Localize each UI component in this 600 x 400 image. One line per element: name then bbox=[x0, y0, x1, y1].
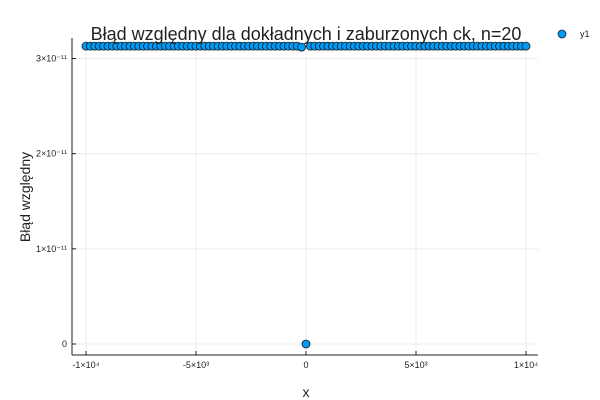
x-tick-label: 0 bbox=[303, 360, 308, 370]
tick-layer: -1×10⁴ -5×10³ 0 5×10³ 1×10⁴ 0 1×10⁻¹¹ 2×10⁻¹¹ 3×… bbox=[36, 54, 538, 370]
legend-label: y1 bbox=[580, 29, 590, 39]
chart-title: Błąd względny dla dokładnych i zaburzony… bbox=[91, 24, 522, 44]
x-tick-label: 1×10⁴ bbox=[514, 360, 538, 370]
y-tick-label: 0 bbox=[62, 339, 67, 349]
data-point bbox=[297, 42, 307, 52]
data-point bbox=[301, 339, 311, 349]
grid-layer bbox=[72, 38, 538, 355]
y-tick-label: 3×10⁻¹¹ bbox=[36, 54, 67, 64]
x-tick-label: -5×10³ bbox=[183, 360, 209, 370]
x-tick-label: 5×10³ bbox=[404, 360, 427, 370]
data-point bbox=[521, 41, 531, 51]
legend-marker bbox=[557, 29, 567, 39]
legend: y1 bbox=[557, 29, 590, 39]
y-tick-label: 2×10⁻¹¹ bbox=[36, 149, 67, 159]
y-tick-label: 1×10⁻¹¹ bbox=[36, 244, 67, 254]
points-layer bbox=[81, 41, 531, 349]
x-tick-label: -1×10⁴ bbox=[72, 360, 99, 370]
y-axis-label: Błąd względny bbox=[17, 152, 33, 242]
x-axis-label: x bbox=[303, 384, 310, 400]
axis-layer bbox=[71, 38, 538, 356]
